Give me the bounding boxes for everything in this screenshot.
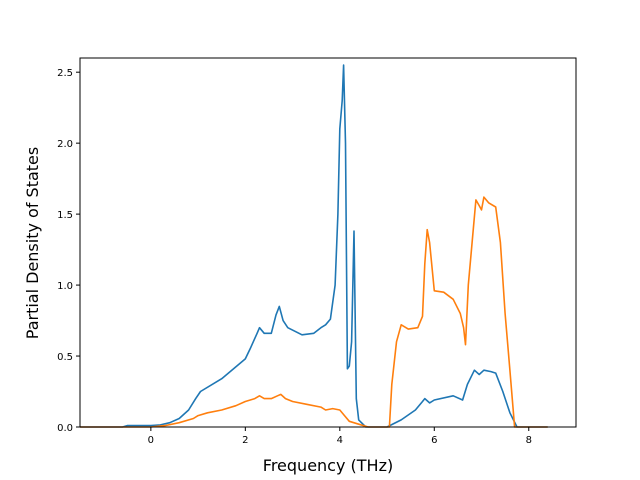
y-tick-label: 0.5	[57, 352, 73, 363]
x-tick-label: 6	[431, 435, 437, 446]
plot-area	[80, 64, 548, 428]
y-axis-title: Partial Density of States	[23, 147, 42, 339]
x-axis: 0 2 4 6 8	[148, 427, 532, 446]
x-tick-label: 8	[526, 435, 532, 446]
x-axis-title: Frequency (THz)	[263, 456, 393, 475]
series-line-2	[80, 196, 548, 428]
series-line-1	[80, 64, 548, 428]
y-tick-label: 0.0	[57, 423, 73, 434]
y-tick-label: 2.0	[57, 139, 73, 150]
y-tick-label: 2.5	[57, 68, 73, 79]
x-tick-label: 2	[242, 435, 248, 446]
y-axis: 0.0 0.5 1.0 1.5 2.0 2.5	[57, 68, 80, 434]
y-tick-label: 1.0	[57, 281, 73, 292]
x-tick-label: 4	[337, 435, 343, 446]
x-tick-label: 0	[148, 435, 154, 446]
axes-frame	[79, 57, 577, 428]
y-tick-label: 1.5	[57, 210, 73, 221]
